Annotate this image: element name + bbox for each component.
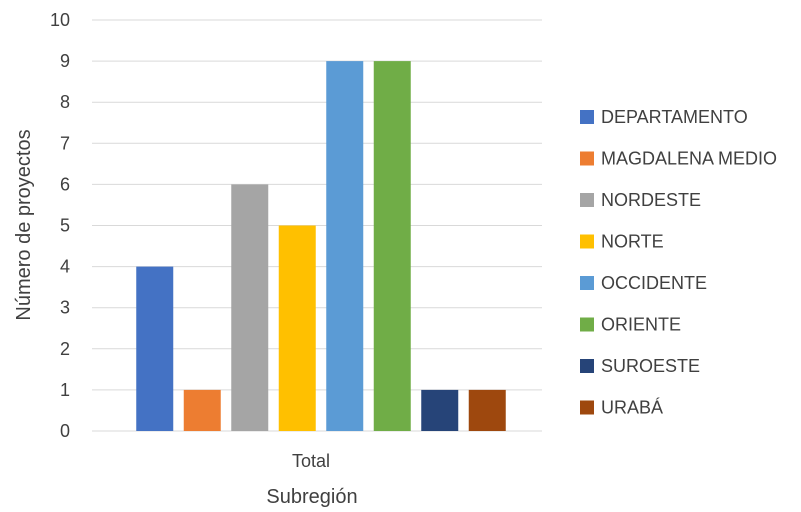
legend-label: URABÁ: [601, 398, 663, 418]
y-tick-label: 5: [60, 216, 70, 236]
y-tick-label: 9: [60, 51, 70, 71]
legend-label: SUROESTE: [601, 356, 700, 376]
y-tick-label: 6: [60, 174, 70, 194]
bar-magdalena-medio: [183, 389, 221, 431]
bars: [136, 61, 506, 431]
legend-swatch: [580, 317, 594, 332]
bar-suroeste: [421, 389, 459, 431]
legend-label: NORDESTE: [601, 190, 701, 210]
y-tick-label: 10: [50, 10, 70, 30]
bar-urab-: [468, 389, 506, 431]
y-tick-label: 0: [60, 421, 70, 441]
legend-swatch: [580, 151, 594, 166]
legend-label: MAGDALENA MEDIO: [601, 149, 777, 169]
y-axis-title: Número de proyectos: [13, 129, 35, 320]
legend-label: DEPARTAMENTO: [601, 107, 748, 127]
y-tick-label: 3: [60, 298, 70, 318]
legend-label: ORIENTE: [601, 315, 681, 335]
y-tick-label: 2: [60, 339, 70, 359]
legend-item: ORIENTE: [580, 315, 681, 335]
bar-occidente: [326, 61, 364, 431]
legend-item: SUROESTE: [580, 356, 700, 376]
y-tick-label: 4: [60, 257, 70, 277]
y-axis-ticks: 0 1 2 3 4 5 6 7 8 9 10: [50, 10, 70, 441]
legend-item: NORTE: [580, 232, 664, 252]
x-axis-title: Subregión: [266, 486, 357, 508]
legend-item: MAGDALENA MEDIO: [580, 149, 777, 169]
bar-departamento: [136, 266, 174, 431]
legend-swatch: [580, 193, 594, 207]
legend-item: OCCIDENTE: [580, 273, 707, 293]
legend-swatch: [580, 234, 594, 249]
bar-norte: [278, 225, 316, 431]
legend-label: OCCIDENTE: [601, 273, 707, 293]
y-tick-label: 8: [60, 92, 70, 112]
legend-item: DEPARTAMENTO: [580, 107, 748, 127]
legend-swatch: [580, 276, 594, 290]
legend-swatch: [580, 400, 594, 415]
legend-label: NORTE: [601, 232, 664, 252]
legend-swatch: [580, 110, 594, 124]
legend: DEPARTAMENTO MAGDALENA MEDIO NORDESTE NORTE…: [580, 107, 777, 418]
x-tick-label: Total: [292, 451, 330, 471]
legend-item: URABÁ: [580, 398, 663, 418]
x-axis-ticks: Total: [292, 451, 330, 471]
bar-oriente: [373, 61, 411, 431]
y-tick-label: 7: [60, 133, 70, 153]
y-tick-label: 1: [60, 380, 70, 400]
legend-item: NORDESTE: [580, 190, 701, 210]
bar-nordeste: [231, 184, 269, 431]
legend-swatch: [580, 359, 594, 373]
